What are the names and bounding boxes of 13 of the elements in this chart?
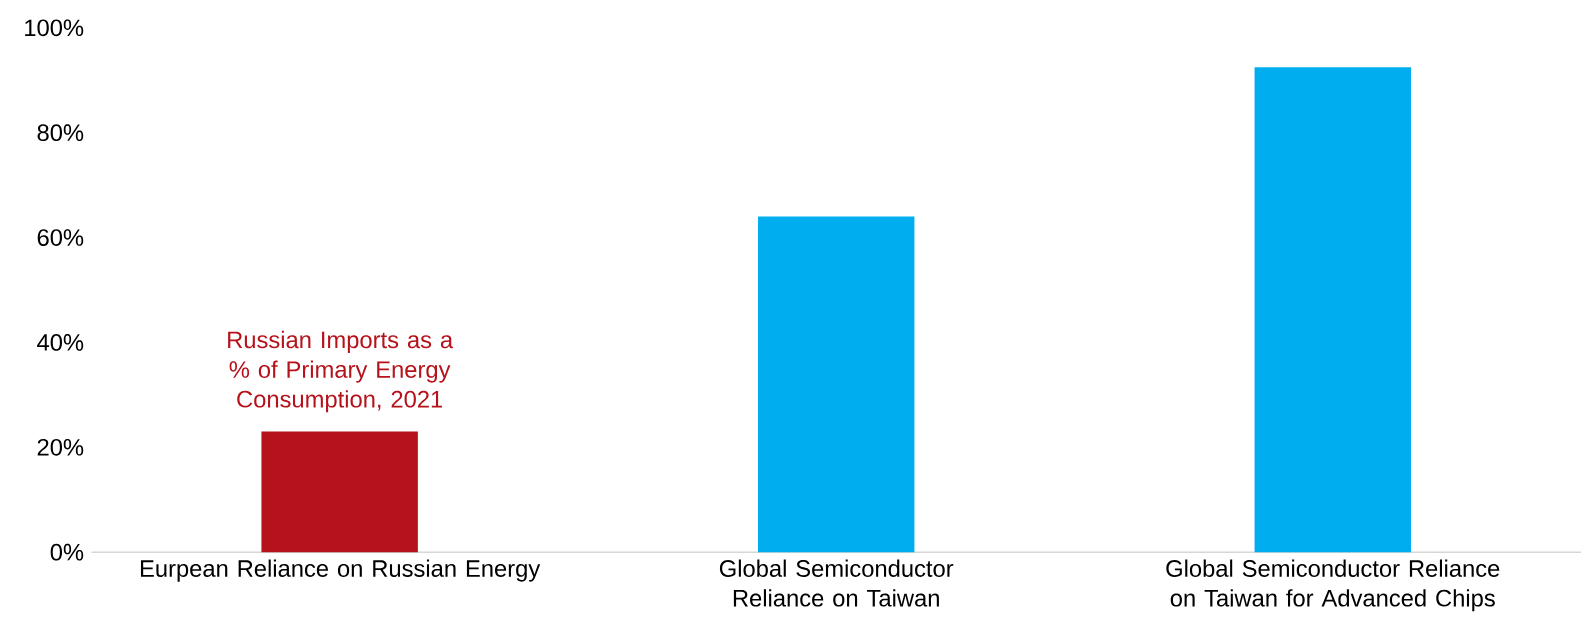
bar: [1254, 67, 1411, 553]
x-tick-label: Global Semiconductor Reliance on Taiwan: [719, 559, 954, 607]
y-tick-label: 20%: [37, 439, 84, 456]
bar: [758, 216, 915, 553]
y-tick-label: 0%: [50, 544, 84, 561]
y-tick-label: 80%: [37, 124, 84, 142]
bar: [261, 431, 418, 553]
x-tick-label: Eurpean Reliance on Russian Energy: [140, 559, 541, 582]
annotation: Russian Imports as a % of Primary Energy Consumption, 2021: [228, 331, 454, 413]
y-tick-label: 60%: [37, 229, 84, 247]
y-tick-label: 100%: [25, 19, 84, 37]
y-tick-label: 40%: [37, 334, 84, 352]
x-tick-label: Global Semiconductor Reliance on Taiwan for Advanced Chips: [1166, 559, 1500, 612]
